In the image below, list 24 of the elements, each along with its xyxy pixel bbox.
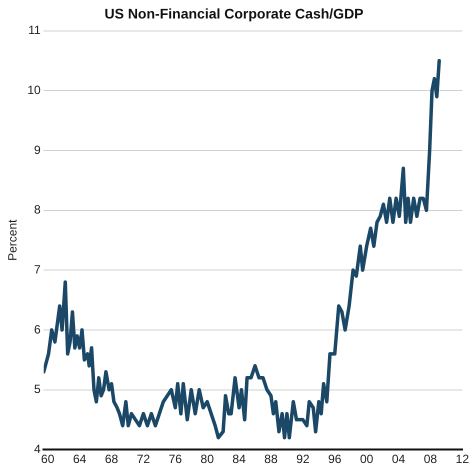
x-tick-label: 92 [296,452,310,466]
y-tick-label: 10 [27,82,42,97]
y-tick-label: 4 [34,442,42,456]
x-tick-label: 80 [200,452,214,466]
x-tick-label: 00 [360,452,374,466]
x-tick-label: 68 [104,452,119,466]
chart-title: US Non-Financial Corporate Cash/GDP [104,5,364,22]
y-tick-label: 8 [34,202,42,217]
x-tick-label: 88 [264,452,278,466]
x-tick-label: 64 [72,452,87,466]
y-tick-label: 11 [28,23,42,38]
x-tick-label: 96 [328,452,342,466]
y-tick-label: 6 [34,322,42,336]
x-tick-label: 60 [41,452,55,466]
x-tick-label: 76 [168,452,182,466]
x-tick-label: 84 [232,452,246,466]
x-tick-label: 04 [392,452,406,466]
x-tick-label: 12 [456,452,470,466]
y-tick-label: 5 [34,382,42,396]
y-axis-title: Percent [6,218,20,261]
x-tick-label: 72 [136,452,150,466]
x-tick-label: 08 [424,452,438,466]
y-tick-label: 7 [34,262,42,276]
y-tick-label: 9 [34,142,42,157]
